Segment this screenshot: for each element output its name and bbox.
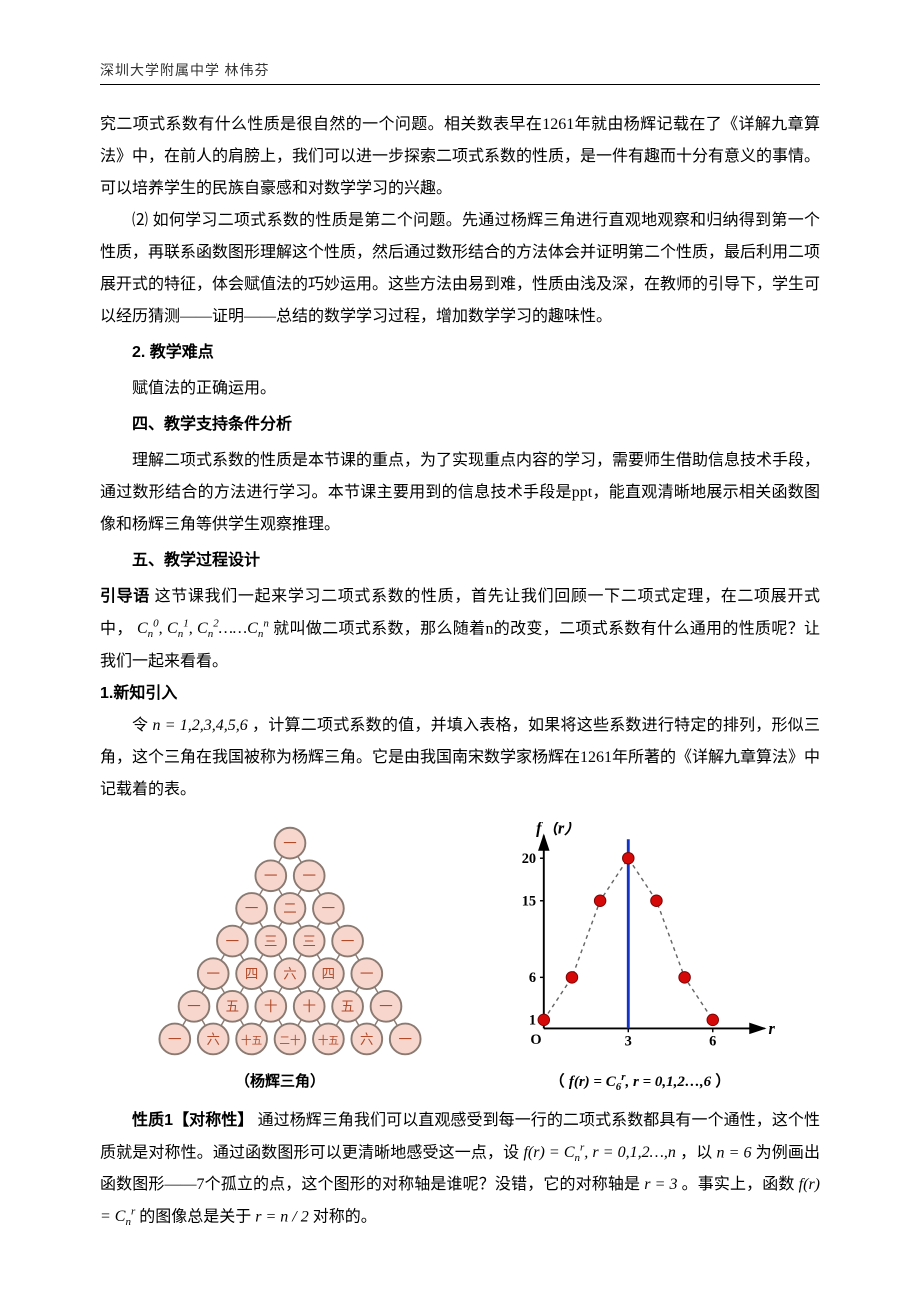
svg-text:六: 六 [206,1031,219,1046]
svg-text:一: 一 [302,868,315,883]
header-underline [100,84,820,85]
caption-graph-a: （ [550,1073,569,1090]
svg-text:二十: 二十 [279,1033,301,1046]
math-n6: n = 6 [716,1144,751,1161]
svg-text:一: 一 [322,901,335,916]
svg-text:3: 3 [625,1033,632,1049]
section-process-title: 五、教学过程设计 [100,545,820,577]
math-rn2: r = n / 2 [255,1208,308,1225]
svg-text:五: 五 [226,999,239,1014]
prop-e: 的图像总是关于 [139,1208,255,1225]
section-difficulty-body: 赋值法的正确运用。 [100,373,820,405]
svg-text:六: 六 [360,1031,373,1046]
property-1-label: 性质1【对称性】 [132,1112,253,1129]
prop-f: 对称的。 [313,1208,377,1225]
svg-text:一: 一 [226,933,239,948]
para-continuation: 究二项式系数有什么性质是很自然的一个问题。相关数表早在1261年就由杨辉记载在了… [100,109,820,205]
property-1-paragraph: 性质1【对称性】 通过杨辉三角我们可以直观感受到每一行的二项式系数都具有一个通性… [100,1105,820,1234]
svg-text:20: 20 [522,851,536,867]
svg-text:一: 一 [206,966,219,981]
svg-text:6: 6 [529,970,536,986]
caption-graph-b: ） [715,1073,730,1090]
section-support-title: 四、教学支持条件分析 [100,409,820,441]
svg-text:一: 一 [187,999,200,1014]
math-n-values: n = 1,2,3,4,5,6 [152,717,247,734]
prop-b: ，以 [680,1144,716,1161]
svg-text:一: 一 [264,868,277,883]
svg-text:三: 三 [264,933,277,948]
page-header: 深圳大学附属中学 林伟芬 [100,60,820,80]
svg-text:1: 1 [529,1012,536,1028]
lead-label: 引导语 [100,588,150,605]
math-fr-def: f(r) = Cnr, r = 0,1,2…,n [523,1144,675,1161]
svg-text:三: 三 [302,933,315,948]
svg-text:四: 四 [245,966,258,981]
prop-d: 。事实上，函数 [682,1176,799,1193]
svg-text:r: r [768,1019,775,1038]
svg-text:十五: 十五 [241,1033,262,1046]
svg-text:一: 一 [379,999,392,1014]
section-difficulty-title: 2. 教学难点 [100,337,820,369]
section-support-body: 理解二项式系数的性质是本节课的重点，为了实现重点内容的学习，需要师生借助信息技术… [100,445,820,541]
svg-text:一: 一 [341,933,354,948]
math-binom-seq: Cn0, Cn1, Cn2……Cnn [137,620,269,637]
newknow-body: 令 n = 1,2,3,4,5,6 ，计算二项式系数的值，并填入表格，如果将这些… [100,710,820,806]
svg-text:四: 四 [322,966,335,981]
function-graph-figure: f（r） r O 1 6 15 20 3 6 [485,822,785,1062]
svg-text:一: 一 [283,835,296,850]
caption-graph: （ f(r) = C6r, r = 0,1,2…,6 ） [490,1070,790,1093]
lead-paragraph: 引导语 这节课我们一起来学习二项式系数的性质，首先让我们回顾一下二项式定理，在二… [100,581,820,678]
svg-text:五: 五 [341,999,354,1014]
svg-text:6: 6 [709,1033,716,1049]
svg-text:六: 六 [283,966,296,981]
newknow-title: 1.新知引入 [100,678,820,710]
svg-text:十: 十 [264,999,277,1014]
new-a: 令 [132,717,152,734]
svg-text:十五: 十五 [318,1033,339,1046]
svg-text:一: 一 [360,966,373,981]
svg-text:一: 一 [245,901,258,916]
math-caption: f(r) = C6r, r = 0,1,2…,6 [569,1074,711,1090]
svg-text:f（r）: f（r） [536,822,580,838]
svg-text:十: 十 [302,999,315,1014]
caption-pascal: （杨辉三角） [130,1070,430,1093]
svg-text:O: O [530,1031,541,1047]
svg-text:一: 一 [168,1031,181,1046]
svg-text:二: 二 [283,901,296,916]
math-r3: r = 3 [644,1176,677,1193]
svg-text:15: 15 [522,893,536,909]
svg-text:一: 一 [398,1031,411,1046]
pascal-triangle-figure: 一一一一二一一三三一一四六四一一五十十五一一六十五二十十五六一 [135,822,445,1062]
para-item-2: ⑵ 如何学习二项式系数的性质是第二个问题。先通过杨辉三角进行直观地观察和归纳得到… [100,205,820,333]
